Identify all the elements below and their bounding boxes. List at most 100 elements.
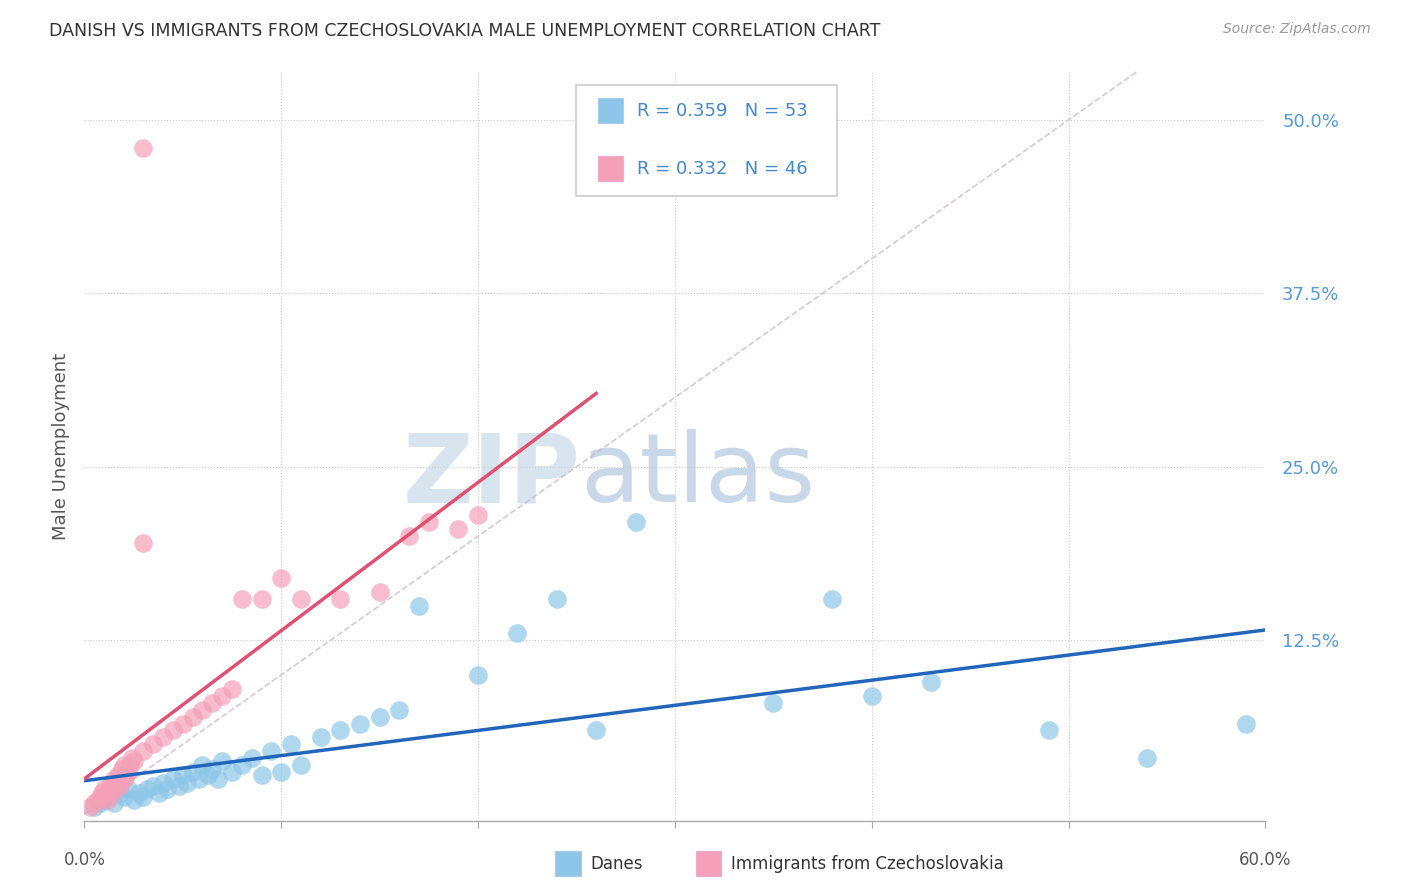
Point: [398, 529, 420, 543]
Point: [467, 668, 489, 682]
Point: [546, 591, 568, 606]
Point: [132, 536, 155, 550]
Point: [920, 674, 942, 689]
Point: [136, 781, 159, 796]
Point: [142, 779, 165, 793]
Point: [83, 799, 105, 814]
Point: [152, 776, 174, 790]
Point: [197, 768, 219, 782]
Point: [280, 737, 302, 751]
Point: [250, 591, 273, 606]
Point: [221, 765, 243, 780]
Point: [368, 584, 391, 599]
Point: [152, 731, 174, 745]
Point: [79, 799, 101, 814]
Point: [329, 723, 352, 738]
Point: [156, 781, 179, 796]
Point: [83, 796, 105, 810]
Point: [98, 779, 121, 793]
Point: [94, 786, 117, 800]
Text: atlas: atlas: [581, 429, 815, 523]
Point: [162, 772, 184, 786]
Point: [290, 758, 312, 772]
Point: [128, 786, 150, 800]
Point: [231, 591, 253, 606]
Point: [368, 709, 391, 723]
Point: [585, 723, 607, 738]
Point: [418, 516, 440, 530]
Point: [103, 796, 125, 810]
Text: Danes: Danes: [591, 855, 643, 873]
Point: [762, 696, 785, 710]
Point: [172, 716, 194, 731]
Y-axis label: Male Unemployment: Male Unemployment: [52, 352, 70, 540]
Point: [93, 781, 115, 796]
Point: [207, 772, 229, 786]
Point: [408, 599, 430, 613]
Point: [89, 796, 111, 810]
Point: [107, 768, 129, 782]
Point: [142, 737, 165, 751]
Point: [91, 786, 114, 800]
Point: [132, 790, 155, 805]
Point: [117, 781, 139, 796]
Point: [167, 779, 190, 793]
Point: [329, 591, 352, 606]
Point: [103, 772, 125, 786]
Text: ZIP: ZIP: [402, 429, 581, 523]
Point: [117, 765, 139, 780]
Text: DANISH VS IMMIGRANTS FROM CZECHOSLOVAKIA MALE UNEMPLOYMENT CORRELATION CHART: DANISH VS IMMIGRANTS FROM CZECHOSLOVAKIA…: [49, 22, 880, 40]
Point: [309, 731, 332, 745]
Point: [1234, 716, 1257, 731]
Text: R = 0.359   N = 53: R = 0.359 N = 53: [637, 102, 807, 120]
Point: [111, 762, 134, 776]
Point: [467, 508, 489, 523]
Point: [132, 141, 155, 155]
Point: [122, 754, 145, 768]
Text: 60.0%: 60.0%: [1239, 851, 1292, 869]
Point: [860, 689, 883, 703]
Point: [148, 786, 170, 800]
Point: [172, 768, 194, 782]
Text: R = 0.332   N = 46: R = 0.332 N = 46: [637, 160, 807, 178]
Point: [240, 751, 263, 765]
Text: Immigrants from Czechoslovakia: Immigrants from Czechoslovakia: [731, 855, 1004, 873]
Point: [97, 790, 120, 805]
Point: [191, 758, 214, 772]
Point: [87, 793, 110, 807]
Point: [624, 516, 647, 530]
Point: [201, 762, 224, 776]
Point: [104, 776, 127, 790]
Point: [101, 786, 124, 800]
Point: [388, 703, 411, 717]
Point: [114, 768, 136, 782]
Point: [187, 772, 209, 786]
Text: 0.0%: 0.0%: [63, 851, 105, 869]
Point: [181, 765, 204, 780]
Point: [201, 696, 224, 710]
Point: [191, 703, 214, 717]
Point: [112, 772, 135, 786]
Point: [108, 779, 131, 793]
Point: [211, 754, 233, 768]
Point: [118, 758, 141, 772]
Point: [108, 786, 131, 800]
Point: [250, 768, 273, 782]
Point: [506, 626, 529, 640]
Point: [181, 709, 204, 723]
Point: [93, 790, 115, 805]
Point: [290, 591, 312, 606]
Point: [176, 776, 198, 790]
Point: [112, 790, 135, 805]
Point: [93, 793, 115, 807]
Point: [89, 790, 111, 805]
Point: [260, 744, 283, 758]
Point: [112, 758, 135, 772]
Point: [221, 681, 243, 696]
Point: [821, 591, 844, 606]
Point: [211, 689, 233, 703]
Point: [97, 793, 120, 807]
Point: [447, 522, 470, 536]
Point: [121, 751, 143, 765]
Point: [103, 781, 125, 796]
